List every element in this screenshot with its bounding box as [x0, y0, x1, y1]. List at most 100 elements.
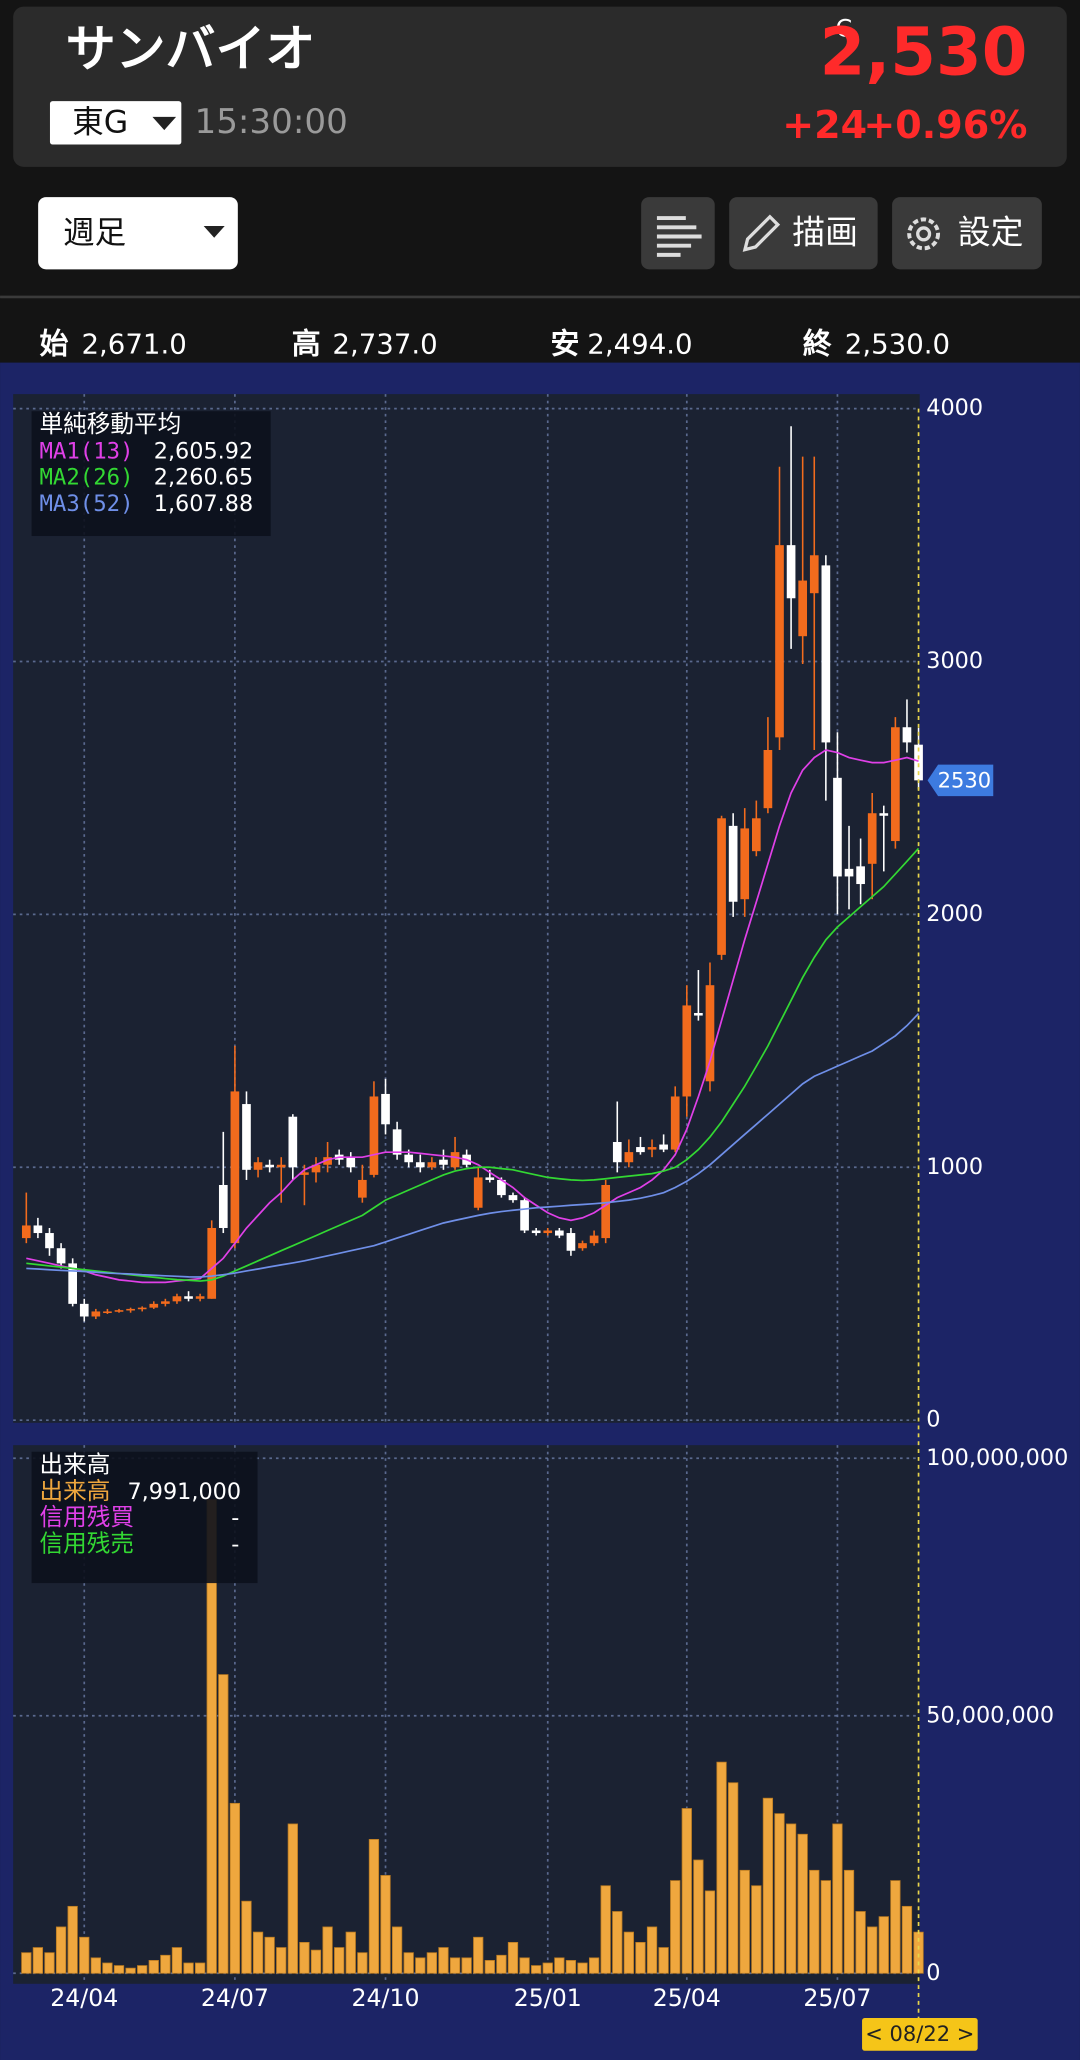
change: +24	[782, 103, 867, 147]
candle-body	[717, 818, 726, 955]
candle-body	[149, 1303, 159, 1308]
candle-body	[566, 1233, 576, 1251]
volume-bar	[531, 1965, 542, 1974]
volume-bar	[148, 1960, 159, 1974]
y-tick-label: 0	[926, 1407, 940, 1433]
y-tick-label: 50,000,000	[926, 1702, 1054, 1728]
candle-body	[612, 1141, 622, 1163]
indicator-button[interactable]	[641, 197, 715, 270]
candle-body	[392, 1129, 402, 1155]
time: 15:30:00	[194, 102, 347, 142]
volume-bar	[90, 1957, 101, 1974]
ma-line	[26, 847, 920, 1282]
candle-body	[589, 1235, 599, 1244]
candle-body	[415, 1162, 425, 1168]
candle-body	[126, 1308, 135, 1311]
dropdown-arrow	[203, 225, 225, 238]
candle-body	[879, 813, 889, 816]
candle-body	[670, 1096, 680, 1150]
y-tick-label: 2000	[926, 901, 983, 927]
legend-box	[31, 1451, 258, 1584]
volume-bar	[415, 1957, 426, 1974]
ohlc-value: 2,530.0	[845, 328, 950, 361]
indicator-icon	[656, 216, 702, 257]
volume-bar	[113, 1965, 125, 1974]
volume-bar	[391, 1926, 403, 1974]
legend-value: 2,260.65	[154, 465, 253, 491]
volume-bar	[160, 1954, 171, 1974]
volume-bar	[797, 1833, 808, 1974]
period-select[interactable]	[38, 197, 238, 270]
candle-body	[346, 1157, 356, 1168]
candle-body	[230, 1091, 240, 1244]
draw-button[interactable]	[729, 197, 878, 270]
ohlc-label: 安	[551, 327, 580, 361]
candle-body	[520, 1200, 529, 1231]
candle-body	[821, 565, 831, 743]
candle-body	[56, 1248, 66, 1264]
chart-layer: 0 1000 2000 3000 4000 0 50,000,000 100,000,000 2…	[13, 394, 1068, 2051]
y-tick-label: 3000	[926, 648, 983, 674]
candle-body	[914, 744, 923, 781]
volume-bar	[218, 1674, 229, 1974]
legend-entry: 信用残売	[39, 1530, 134, 1558]
settings-label: 設定	[958, 213, 1024, 251]
volume-bar	[21, 1952, 32, 1974]
volume-bar	[542, 1962, 553, 1974]
legend-entry: 出来高	[39, 1477, 110, 1505]
candle-body	[68, 1263, 77, 1304]
candle-body	[891, 727, 900, 842]
market-select[interactable]	[49, 101, 182, 145]
candle-body	[751, 818, 761, 852]
ohlc-label: 始	[39, 327, 68, 361]
candle-body	[485, 1177, 495, 1180]
candle-body	[195, 1296, 205, 1299]
draw-label: 描画	[792, 213, 858, 251]
candle-body	[508, 1195, 518, 1201]
candle-body	[694, 1013, 703, 1016]
volume-bar	[820, 1880, 831, 1974]
candle-body	[786, 545, 796, 599]
volume-bar	[751, 1885, 762, 1974]
candle-body	[276, 1164, 286, 1168]
volume-bar	[171, 1947, 183, 1974]
y-tick-label: 1000	[926, 1154, 983, 1180]
price-tag-label: 2530	[938, 768, 991, 793]
candle-body	[33, 1225, 43, 1234]
market-label: 東G	[72, 104, 128, 140]
volume-bar	[310, 1949, 322, 1974]
settings-button[interactable]	[892, 197, 1042, 270]
ohlc-value: 2,671.0	[81, 328, 186, 361]
candle-body	[103, 1311, 112, 1314]
volume-bar	[264, 1936, 275, 1974]
candle-body	[184, 1296, 193, 1299]
volume-bar	[473, 1936, 484, 1974]
volume-bar	[496, 1954, 507, 1974]
volume-bar	[785, 1823, 797, 1974]
legend-layer: 単純移動平均 出来高 MA1(13) 2,605.92 MA2(26) 2,260.6…	[31, 410, 271, 1584]
volume-bar	[658, 1947, 669, 1974]
price: 2,530	[820, 15, 1028, 91]
volume-bar	[843, 1869, 855, 1974]
candle-body	[636, 1147, 645, 1153]
candle-body	[288, 1116, 298, 1168]
volume-bar	[728, 1782, 739, 1974]
legend-title: 出来高	[39, 1451, 110, 1479]
legend-box	[31, 411, 271, 537]
volume-bar	[867, 1926, 878, 1974]
volume-bar	[600, 1885, 611, 1974]
volume-bar	[299, 1941, 310, 1974]
candle-body	[218, 1184, 228, 1228]
candle-body	[311, 1164, 321, 1173]
ohlc-value: 2,737.0	[332, 328, 437, 361]
volume-bar	[403, 1952, 414, 1974]
quote-card	[13, 6, 1067, 167]
volume-bar	[322, 1926, 333, 1974]
candle-body	[867, 813, 877, 864]
legend-value: -	[231, 1505, 239, 1531]
candle-body	[323, 1157, 332, 1165]
volume-bar	[554, 1957, 565, 1974]
volume-bar	[565, 1960, 577, 1974]
candle-body	[427, 1162, 437, 1168]
